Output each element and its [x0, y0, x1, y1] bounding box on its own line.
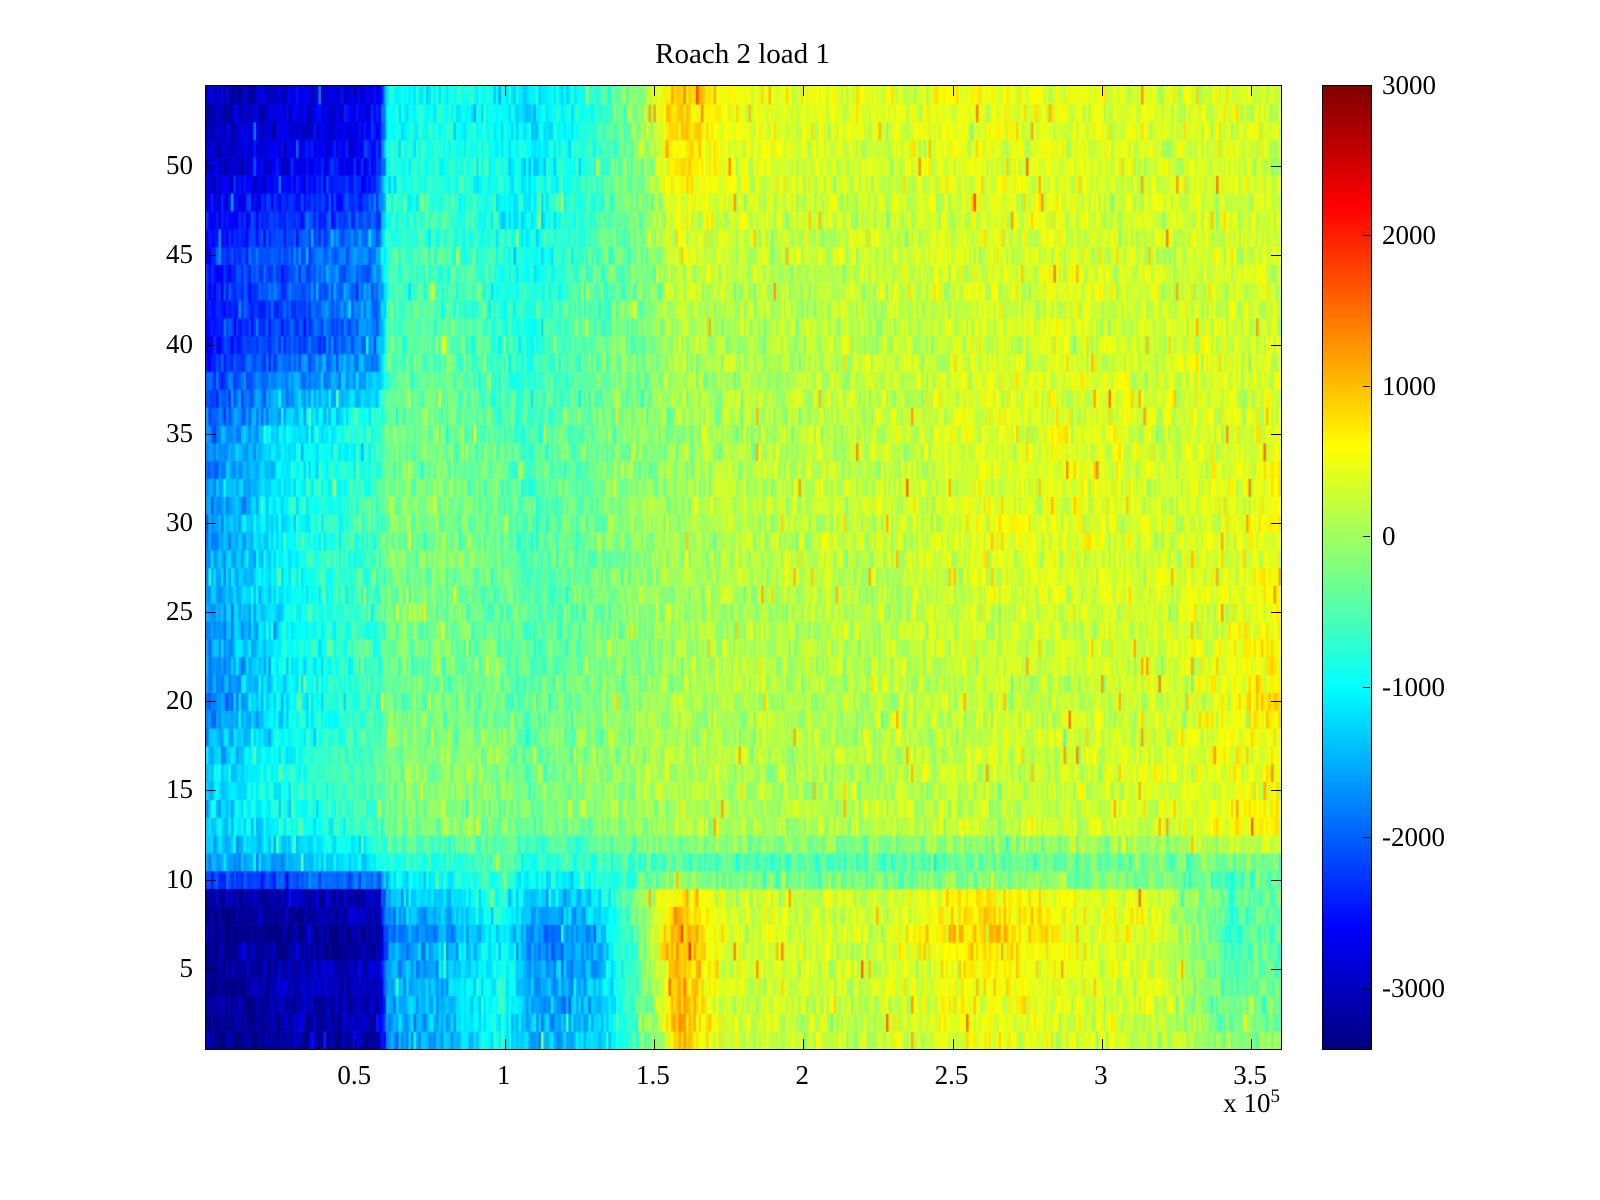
x-tick-label: 2 — [795, 1060, 809, 1090]
plot-area — [205, 85, 1282, 1050]
y-tick-label: 30 — [166, 506, 193, 537]
colorbar-tick-mark — [1363, 686, 1370, 688]
y-tick-label: 15 — [166, 774, 193, 805]
y-tick-label: 45 — [166, 239, 193, 270]
colorbar-tick-mark — [1363, 987, 1370, 989]
y-tick-label: 5 — [179, 952, 194, 983]
colorbar-tick-label: 2000 — [1382, 220, 1436, 251]
x-tick-label: 2.5 — [934, 1060, 969, 1090]
x-offset-exponent: 5 — [1270, 1086, 1281, 1107]
x-axis-offset-label: x 105 — [1120, 1086, 1280, 1119]
colorbar-tick-mark — [1363, 536, 1370, 538]
y-tick-label: 20 — [166, 685, 193, 716]
colorbar-tick-mark — [1363, 85, 1370, 86]
x-offset-base: x 10 — [1223, 1088, 1271, 1118]
colorbar-tick-label: -2000 — [1382, 822, 1445, 853]
y-tick-label: 35 — [166, 417, 193, 448]
x-tick-label: 3.5 — [1233, 1060, 1267, 1090]
colorbar-tick-mark — [1363, 385, 1370, 387]
colorbar-tick-mark — [1363, 235, 1370, 237]
chart-title: Roach 2 load 1 — [655, 38, 830, 70]
colorbar-tick-label: 1000 — [1382, 370, 1436, 401]
x-tick-label: 1.5 — [636, 1060, 670, 1090]
colorbar-tick-label: 0 — [1382, 521, 1396, 552]
y-tick-label: 40 — [166, 328, 193, 359]
y-tick-label: 50 — [166, 150, 193, 181]
colorbar-tick-label: -3000 — [1382, 972, 1445, 1003]
colorbar-tick-label: 3000 — [1382, 70, 1436, 100]
colorbar — [1322, 85, 1372, 1050]
y-tick-label: 10 — [166, 863, 193, 894]
heatmap-canvas — [206, 86, 1281, 1049]
x-tick-label: 0.5 — [337, 1060, 372, 1090]
colorbar-tick-label: -1000 — [1382, 671, 1445, 702]
colorbar-canvas — [1323, 86, 1371, 1049]
colorbar-tick-mark — [1363, 837, 1370, 839]
x-tick-label: 3 — [1094, 1060, 1108, 1090]
x-tick-label: 1 — [496, 1060, 511, 1090]
y-tick-label: 25 — [166, 596, 193, 627]
